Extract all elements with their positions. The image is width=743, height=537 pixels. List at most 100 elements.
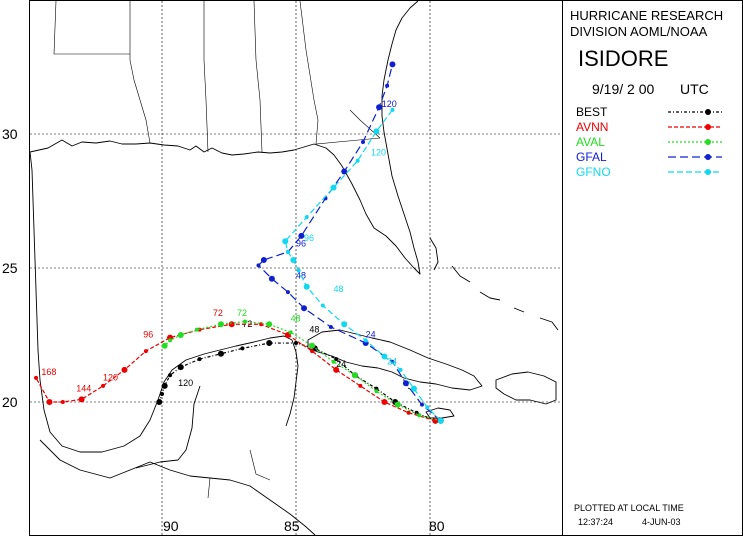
track-hour-label-avnn: 168 [41, 367, 56, 377]
track-point-best [160, 391, 164, 396]
track-point-avnn [333, 366, 340, 373]
track-point-gfno [355, 158, 360, 163]
track-point-gfal [301, 305, 308, 312]
track-point-gfno [282, 238, 289, 245]
political-borders [53, 0, 381, 499]
legend-marker-best [705, 109, 711, 115]
track-point-avnn [310, 349, 315, 354]
lon-label-80: 80 [429, 518, 445, 534]
track-point-gfno [330, 184, 337, 191]
track-point-avnn [101, 383, 106, 388]
legend-panel [562, 0, 743, 536]
track-hour-label-gfal: 120 [382, 99, 397, 109]
track-point-aval [394, 401, 401, 408]
track-point-best [334, 357, 339, 362]
track-point-best [161, 382, 168, 389]
border-5 [299, 0, 381, 145]
footer: PLOTTED AT LOCAL TIME 12:37:24 4-JUN-03 [574, 503, 684, 527]
track-hour-label-aval: 72 [237, 308, 247, 318]
track-point-best [197, 357, 202, 362]
track-point-aval [194, 327, 199, 332]
track-point-gfal [385, 83, 390, 88]
track-point-gfno [363, 338, 368, 343]
track-hour-label-avnn: 72 [213, 308, 223, 318]
track-point-gfal [389, 61, 396, 68]
track-point-gfal [361, 140, 365, 145]
track-point-avnn [381, 399, 388, 405]
track-hour-label-gfno: 48 [334, 284, 344, 294]
border-8 [207, 477, 211, 499]
lon-label-85: 85 [284, 518, 300, 534]
header-line2: DIVISION AOML/NOAA [570, 24, 708, 39]
track-point-gfal [298, 232, 305, 239]
track-point-gfno [296, 268, 301, 273]
track-point-gfno [285, 249, 290, 254]
hispaniola [495, 371, 557, 405]
track-point-best [414, 410, 419, 415]
border-3 [203, 1, 209, 153]
track-point-aval [331, 359, 336, 364]
track-point-gfno [390, 107, 395, 112]
track-point-gfal [376, 104, 383, 111]
timezone: UTC [680, 81, 709, 97]
bahamas-1 [429, 237, 439, 271]
track-hour-label-gfal: 96 [296, 239, 306, 249]
plot-time: 12:37:24 [578, 517, 613, 527]
track-point-gfal [402, 380, 409, 387]
track-point-best [240, 346, 245, 351]
track-hour-label-gfal: 24 [366, 330, 376, 340]
legend-label-avnn: AVNN [576, 120, 608, 134]
cuba [307, 329, 483, 391]
track-hour-label-gfno: 96 [304, 233, 314, 243]
track-point-gfal [419, 402, 424, 407]
track-hour-label-gfno: 24 [387, 356, 397, 366]
track-point-avnn [121, 366, 128, 373]
legend-marker-gfal [705, 154, 711, 160]
lat-label-30: 30 [2, 126, 18, 142]
track-point-gfal [285, 290, 290, 295]
track-point-aval [417, 413, 422, 418]
legend-marker-gfno [705, 169, 711, 175]
header-line1: HURRICANE RESEARCH [570, 8, 723, 23]
track-point-avnn [78, 396, 85, 403]
track-point-gfno [290, 256, 297, 263]
track-point-aval [351, 372, 358, 379]
track-point-aval [217, 321, 224, 328]
central-america [39, 439, 316, 536]
track-point-aval [374, 389, 379, 394]
bahamas-2 [451, 265, 471, 283]
track-point-aval [309, 342, 316, 349]
border-4 [253, 0, 263, 153]
coastlines [29, 0, 559, 536]
track-line-avnn [35, 323, 436, 422]
track-hour-label-avnn: 96 [143, 330, 153, 340]
track-point-gfal [268, 275, 275, 282]
track-hour-label-avnn: 120 [103, 373, 118, 383]
gulf-coast-north [29, 0, 421, 275]
track-point-avnn [406, 410, 411, 415]
track-point-gfno [320, 303, 325, 308]
track-point-gfno [381, 353, 388, 360]
lon-label-90: 90 [163, 518, 179, 534]
track-point-gfal [341, 168, 348, 175]
track-point-best [217, 350, 224, 357]
jamaica [425, 407, 455, 419]
legend-label-aval: AVAL [576, 135, 605, 149]
track-hour-label-best: 48 [309, 324, 319, 334]
grid-lines [30, 1, 562, 535]
track-hour-label-best: 72 [242, 319, 252, 329]
legend-marker-aval [705, 139, 711, 145]
track-avnn: 72 96 120 144 168 [34, 308, 439, 424]
track-aval: 48 72 [161, 308, 444, 424]
border-2 [129, 1, 151, 144]
track-hour-label-best: 120 [178, 378, 193, 388]
storm-name: ISIDORE [578, 46, 668, 71]
bahamas-3 [479, 291, 501, 301]
track-point-avnn [46, 399, 53, 405]
lat-label-25: 25 [2, 260, 18, 276]
track-point-gfno [425, 405, 430, 410]
track-point-avnn [259, 322, 264, 327]
track-hour-label-aval: 48 [291, 314, 301, 324]
track-point-gfno [304, 215, 309, 220]
